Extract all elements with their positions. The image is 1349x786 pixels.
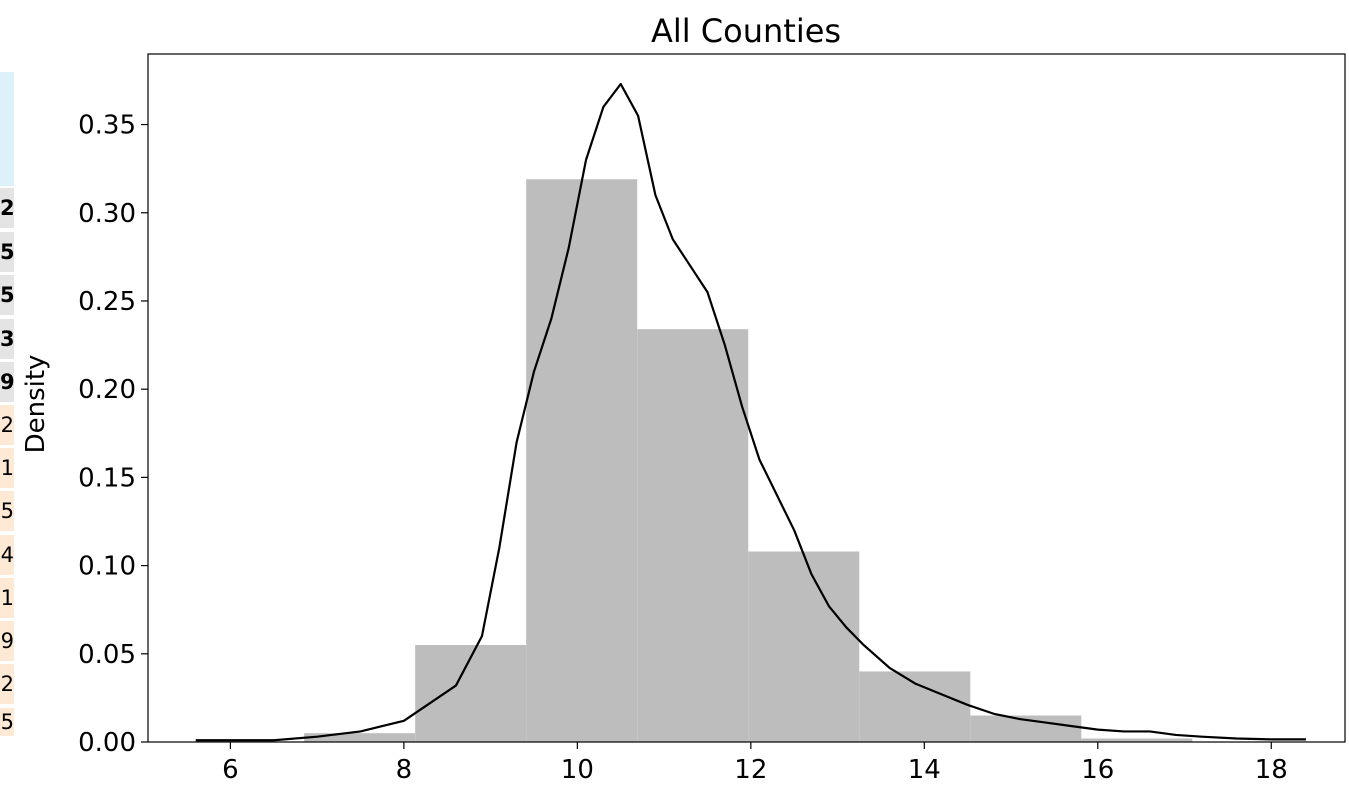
x-tick-label: 10 [561,755,594,785]
table-cell: 5 [0,232,14,272]
y-axis-label: Density [21,355,51,454]
table-cell: 1 [0,578,14,618]
table-cell: 2 [0,405,14,445]
histogram-bars [304,179,1193,742]
x-tick-label: 18 [1255,755,1288,785]
y-tick-label: 0.30 [78,199,136,229]
table-cell: 5 [0,491,14,531]
x-tick-label: 12 [734,755,767,785]
histogram-bar [748,551,860,742]
x-tick-label: 8 [396,755,413,785]
x-tick-label: 14 [908,755,941,785]
table-cell: 3 [0,319,14,359]
y-tick-label: 0.15 [78,463,136,493]
y-axis: 0.00 0.05 0.10 0.15 0.20 0.25 0.30 0.35 [78,111,148,758]
histogram-bar [1081,738,1193,742]
x-tick-label: 6 [222,755,239,785]
table-cell: 2 [0,188,14,228]
histogram-bar [304,733,416,742]
y-tick-label: 0.00 [78,728,136,758]
histogram-bar [637,329,749,742]
y-tick-label: 0.05 [78,640,136,670]
chart-title: All Counties [651,12,841,50]
plot-frame [147,53,1346,743]
table-cell: 2 [0,664,14,704]
y-tick-label: 0.20 [78,375,136,405]
y-tick-label: 0.25 [78,287,136,317]
histogram-bar [415,644,527,742]
x-axis: 6 8 10 12 14 16 18 [222,742,1288,785]
table-cell: 1 [0,448,14,488]
table-header-cell [0,72,14,186]
y-tick-label: 0.10 [78,552,136,582]
table-cell: 4 [0,535,14,575]
y-tick-label: 0.35 [78,111,136,141]
x-tick-label: 16 [1081,755,1114,785]
histogram-bar [526,179,638,742]
table-cell: 9 [0,621,14,661]
table-cell: 9 [0,362,14,402]
table-cell: 5 [0,275,14,315]
table-cell: 5 [0,708,14,736]
kde-line [195,82,1306,742]
